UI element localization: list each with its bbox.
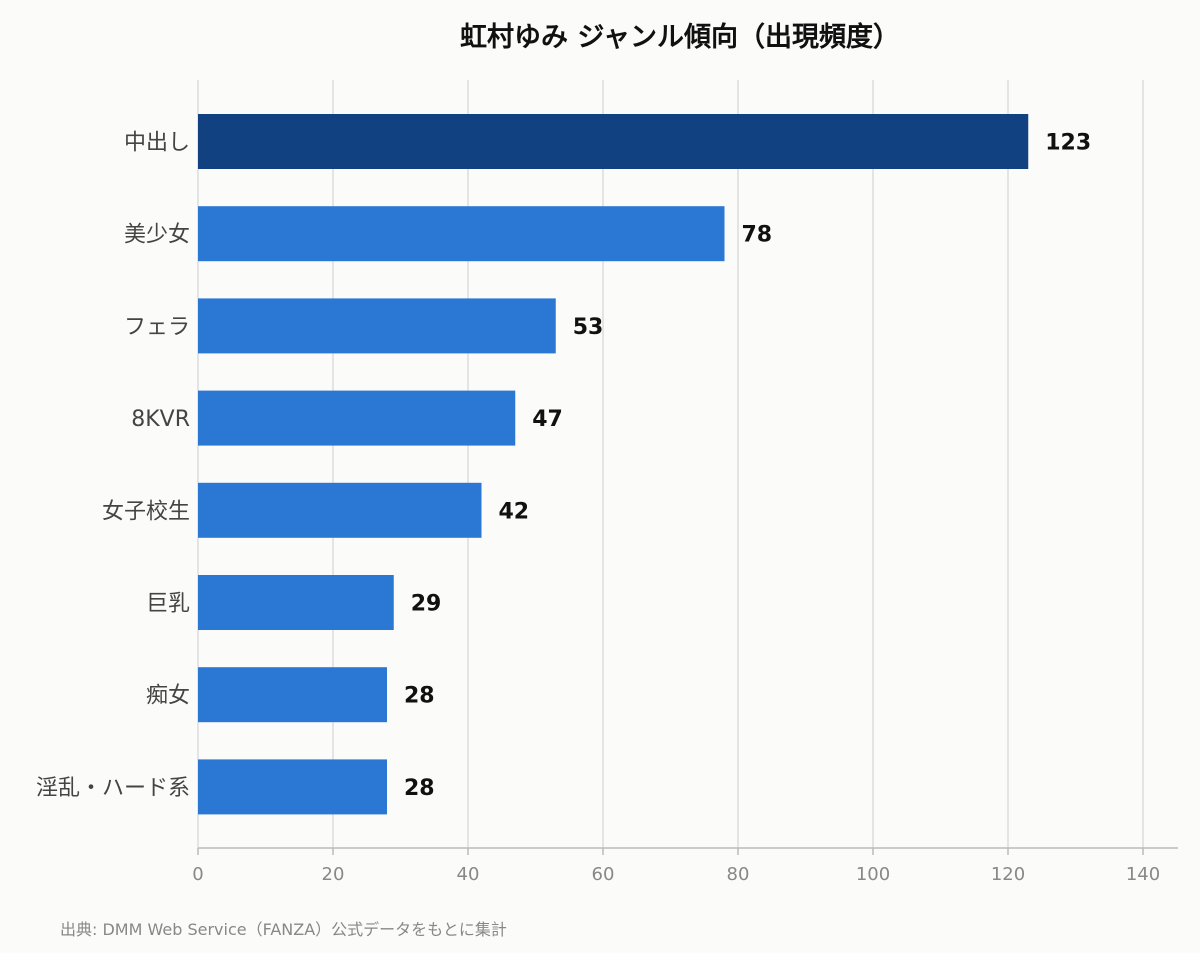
bar [198, 114, 1029, 169]
value-label: 123 [1045, 131, 1091, 156]
value-label: 29 [411, 592, 442, 617]
bar [198, 575, 394, 630]
value-label: 42 [499, 499, 530, 524]
category-label: 8KVR [131, 407, 190, 432]
value-labels: 123 78 53 47 42 29 28 28 [404, 131, 1091, 801]
value-label: 78 [742, 223, 773, 248]
category-label: 女子校生 [102, 499, 190, 524]
x-axis: 0 20 40 60 80 100 120 140 [192, 847, 1178, 885]
bars [198, 114, 1029, 815]
x-tick-label: 120 [991, 864, 1025, 885]
x-tick-label: 40 [457, 864, 480, 885]
x-tick-label: 140 [1126, 864, 1160, 885]
value-label: 53 [573, 315, 604, 340]
bar [198, 390, 516, 446]
value-label: 28 [404, 684, 435, 709]
category-label: 巨乳 [146, 592, 190, 617]
x-tick-label: 100 [856, 864, 890, 885]
category-label: フェラ [124, 315, 190, 340]
bar [198, 667, 387, 723]
x-tick-label: 80 [727, 864, 750, 885]
value-label: 47 [532, 407, 563, 432]
grid-lines [197, 80, 1144, 848]
category-label: 痴女 [146, 684, 190, 709]
bar [198, 206, 725, 262]
bar [198, 298, 556, 354]
category-label: 淫乱・ハード系 [36, 776, 190, 801]
source-note: 出典: DMM Web Service（FANZA）公式データをもとに集計 [60, 920, 507, 939]
value-label: 28 [404, 776, 435, 801]
chart-title: 虹村ゆみ ジャンル傾向（出現頻度） [460, 21, 900, 53]
bar [198, 759, 387, 815]
x-tick-label: 0 [192, 864, 203, 885]
x-tick-label: 20 [322, 864, 345, 885]
bar [198, 482, 482, 538]
x-tick-label: 60 [592, 864, 615, 885]
category-label: 美少女 [124, 223, 190, 248]
category-label: 中出し [124, 131, 190, 156]
